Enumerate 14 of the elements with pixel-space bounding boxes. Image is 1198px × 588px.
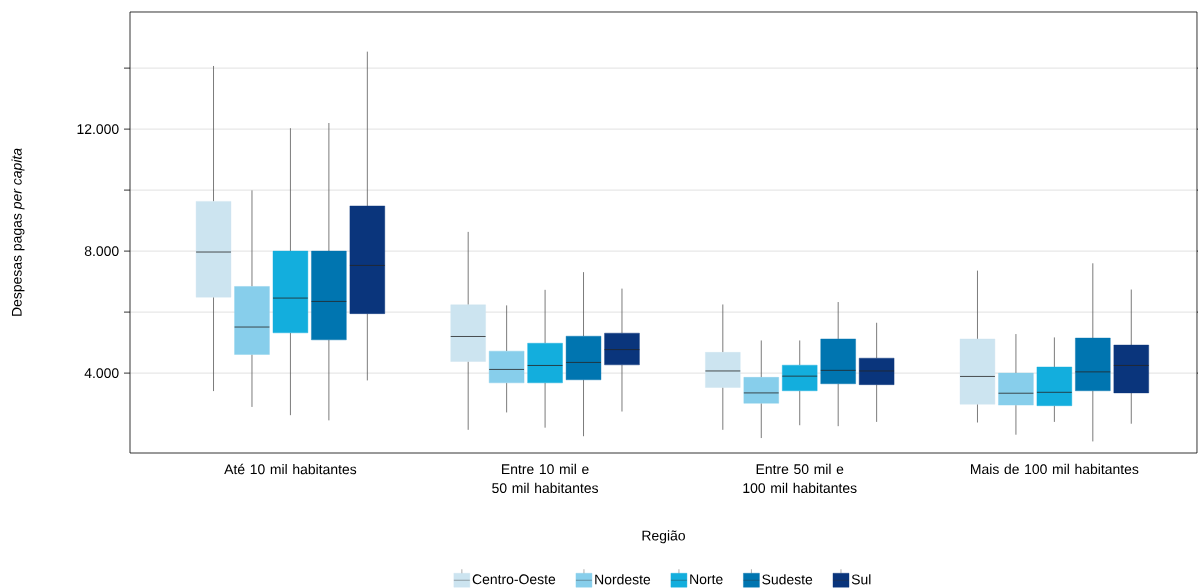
x-tick-label: Entre 10 mil e 50 mil habitantes xyxy=(492,463,599,494)
y-tick-label: 4.000 xyxy=(84,368,119,379)
y-axis-title: Despesas pagas per capita xyxy=(11,148,25,316)
x-axis-title: Região xyxy=(642,530,685,544)
x-tick-label: Até 10 mil habitantes xyxy=(224,463,357,475)
legend-label: Sudeste xyxy=(762,574,813,585)
legend-label: Centro-Oeste xyxy=(472,574,556,585)
legend-label: Nordeste xyxy=(595,574,651,585)
legend-label: Sul xyxy=(851,574,871,585)
y-tick-label: 8.000 xyxy=(84,246,119,257)
y-tick-label: 12.000 xyxy=(77,124,119,135)
legend-label: Norte xyxy=(690,574,723,585)
x-tick-label: Entre 50 mil e 100 mil habitantes xyxy=(743,463,857,494)
x-tick-label: Mais de 100 mil habitantes xyxy=(971,463,1139,475)
